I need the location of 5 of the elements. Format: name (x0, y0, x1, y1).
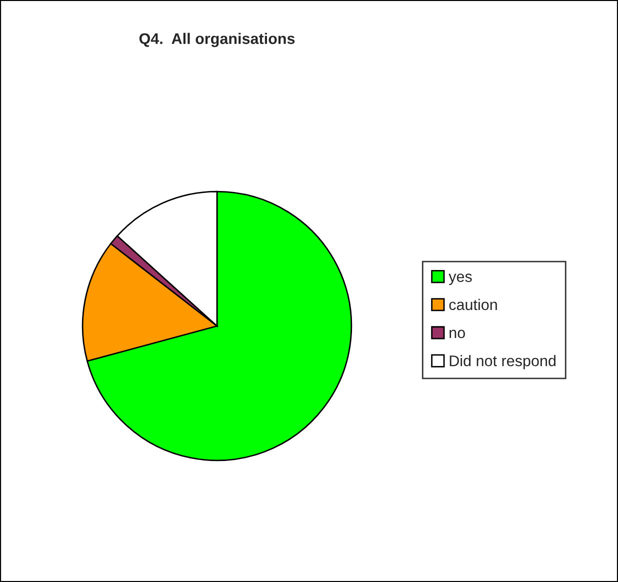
chart-title: Q4. All organisations (139, 32, 295, 48)
legend-label: Did not respond (450, 355, 556, 370)
legend-label: caution (449, 298, 497, 310)
legend-label: yes (448, 274, 472, 286)
legend-label: no (450, 330, 465, 338)
